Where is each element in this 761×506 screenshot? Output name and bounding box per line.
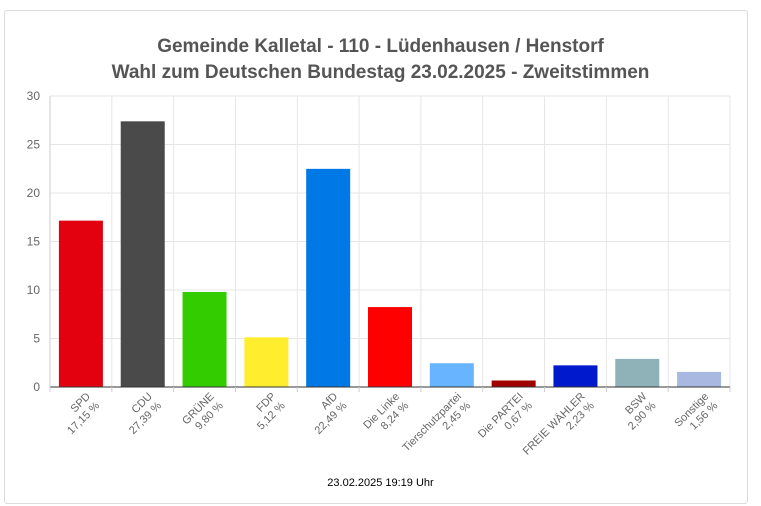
y-tick-label: 15 xyxy=(27,235,41,249)
x-tick-label: FDP5,12 % xyxy=(246,390,288,432)
x-tick-label: BSW2,90 % xyxy=(617,390,659,432)
y-tick-label: 30 xyxy=(27,89,41,103)
x-tick-label: AfD22,49 % xyxy=(303,390,349,436)
bar-sonstige xyxy=(677,371,722,387)
timestamp: 23.02.2025 19:19 Uhr xyxy=(327,477,434,489)
bar-spd xyxy=(58,220,103,387)
x-tick-label: Die Linke8,24 % xyxy=(361,390,411,440)
x-tick-label: CDU27,39 % xyxy=(118,390,164,436)
y-tick-label: 20 xyxy=(27,186,41,200)
y-tick-label: 0 xyxy=(33,380,40,394)
bar-cdu xyxy=(120,121,165,387)
y-tick-label: 10 xyxy=(27,283,41,297)
bar-fdp xyxy=(244,337,289,387)
bar-bsw xyxy=(615,358,660,387)
x-tick-label: Tierschutzpartei2,45 % xyxy=(400,390,473,463)
chart-title: Gemeinde Kalletal - 110 - Lüdenhausen / … xyxy=(157,36,604,57)
chart-subtitle: Wahl zum Deutschen Bundestag 23.02.2025 … xyxy=(111,62,650,83)
bar-die-linke xyxy=(368,307,412,387)
x-tick-label: SPD17,15 % xyxy=(56,390,102,436)
bar-grüne xyxy=(182,291,227,387)
x-tick-label: Sonstige1,56 % xyxy=(672,390,720,438)
x-tick-label: Die PARTEI0,67 % xyxy=(476,390,535,449)
x-tick-label: GRÜNE9,80 % xyxy=(180,390,226,436)
bar-die-partei xyxy=(491,380,536,387)
y-tick-label: 25 xyxy=(27,138,41,152)
x-tick-label: FREIE WÄHLER2,23 % xyxy=(521,390,597,466)
bar-freie-wähler xyxy=(553,365,598,387)
bar-afd xyxy=(306,168,351,387)
y-tick-label: 5 xyxy=(33,332,40,346)
bar-tierschutzpartei xyxy=(429,363,474,387)
